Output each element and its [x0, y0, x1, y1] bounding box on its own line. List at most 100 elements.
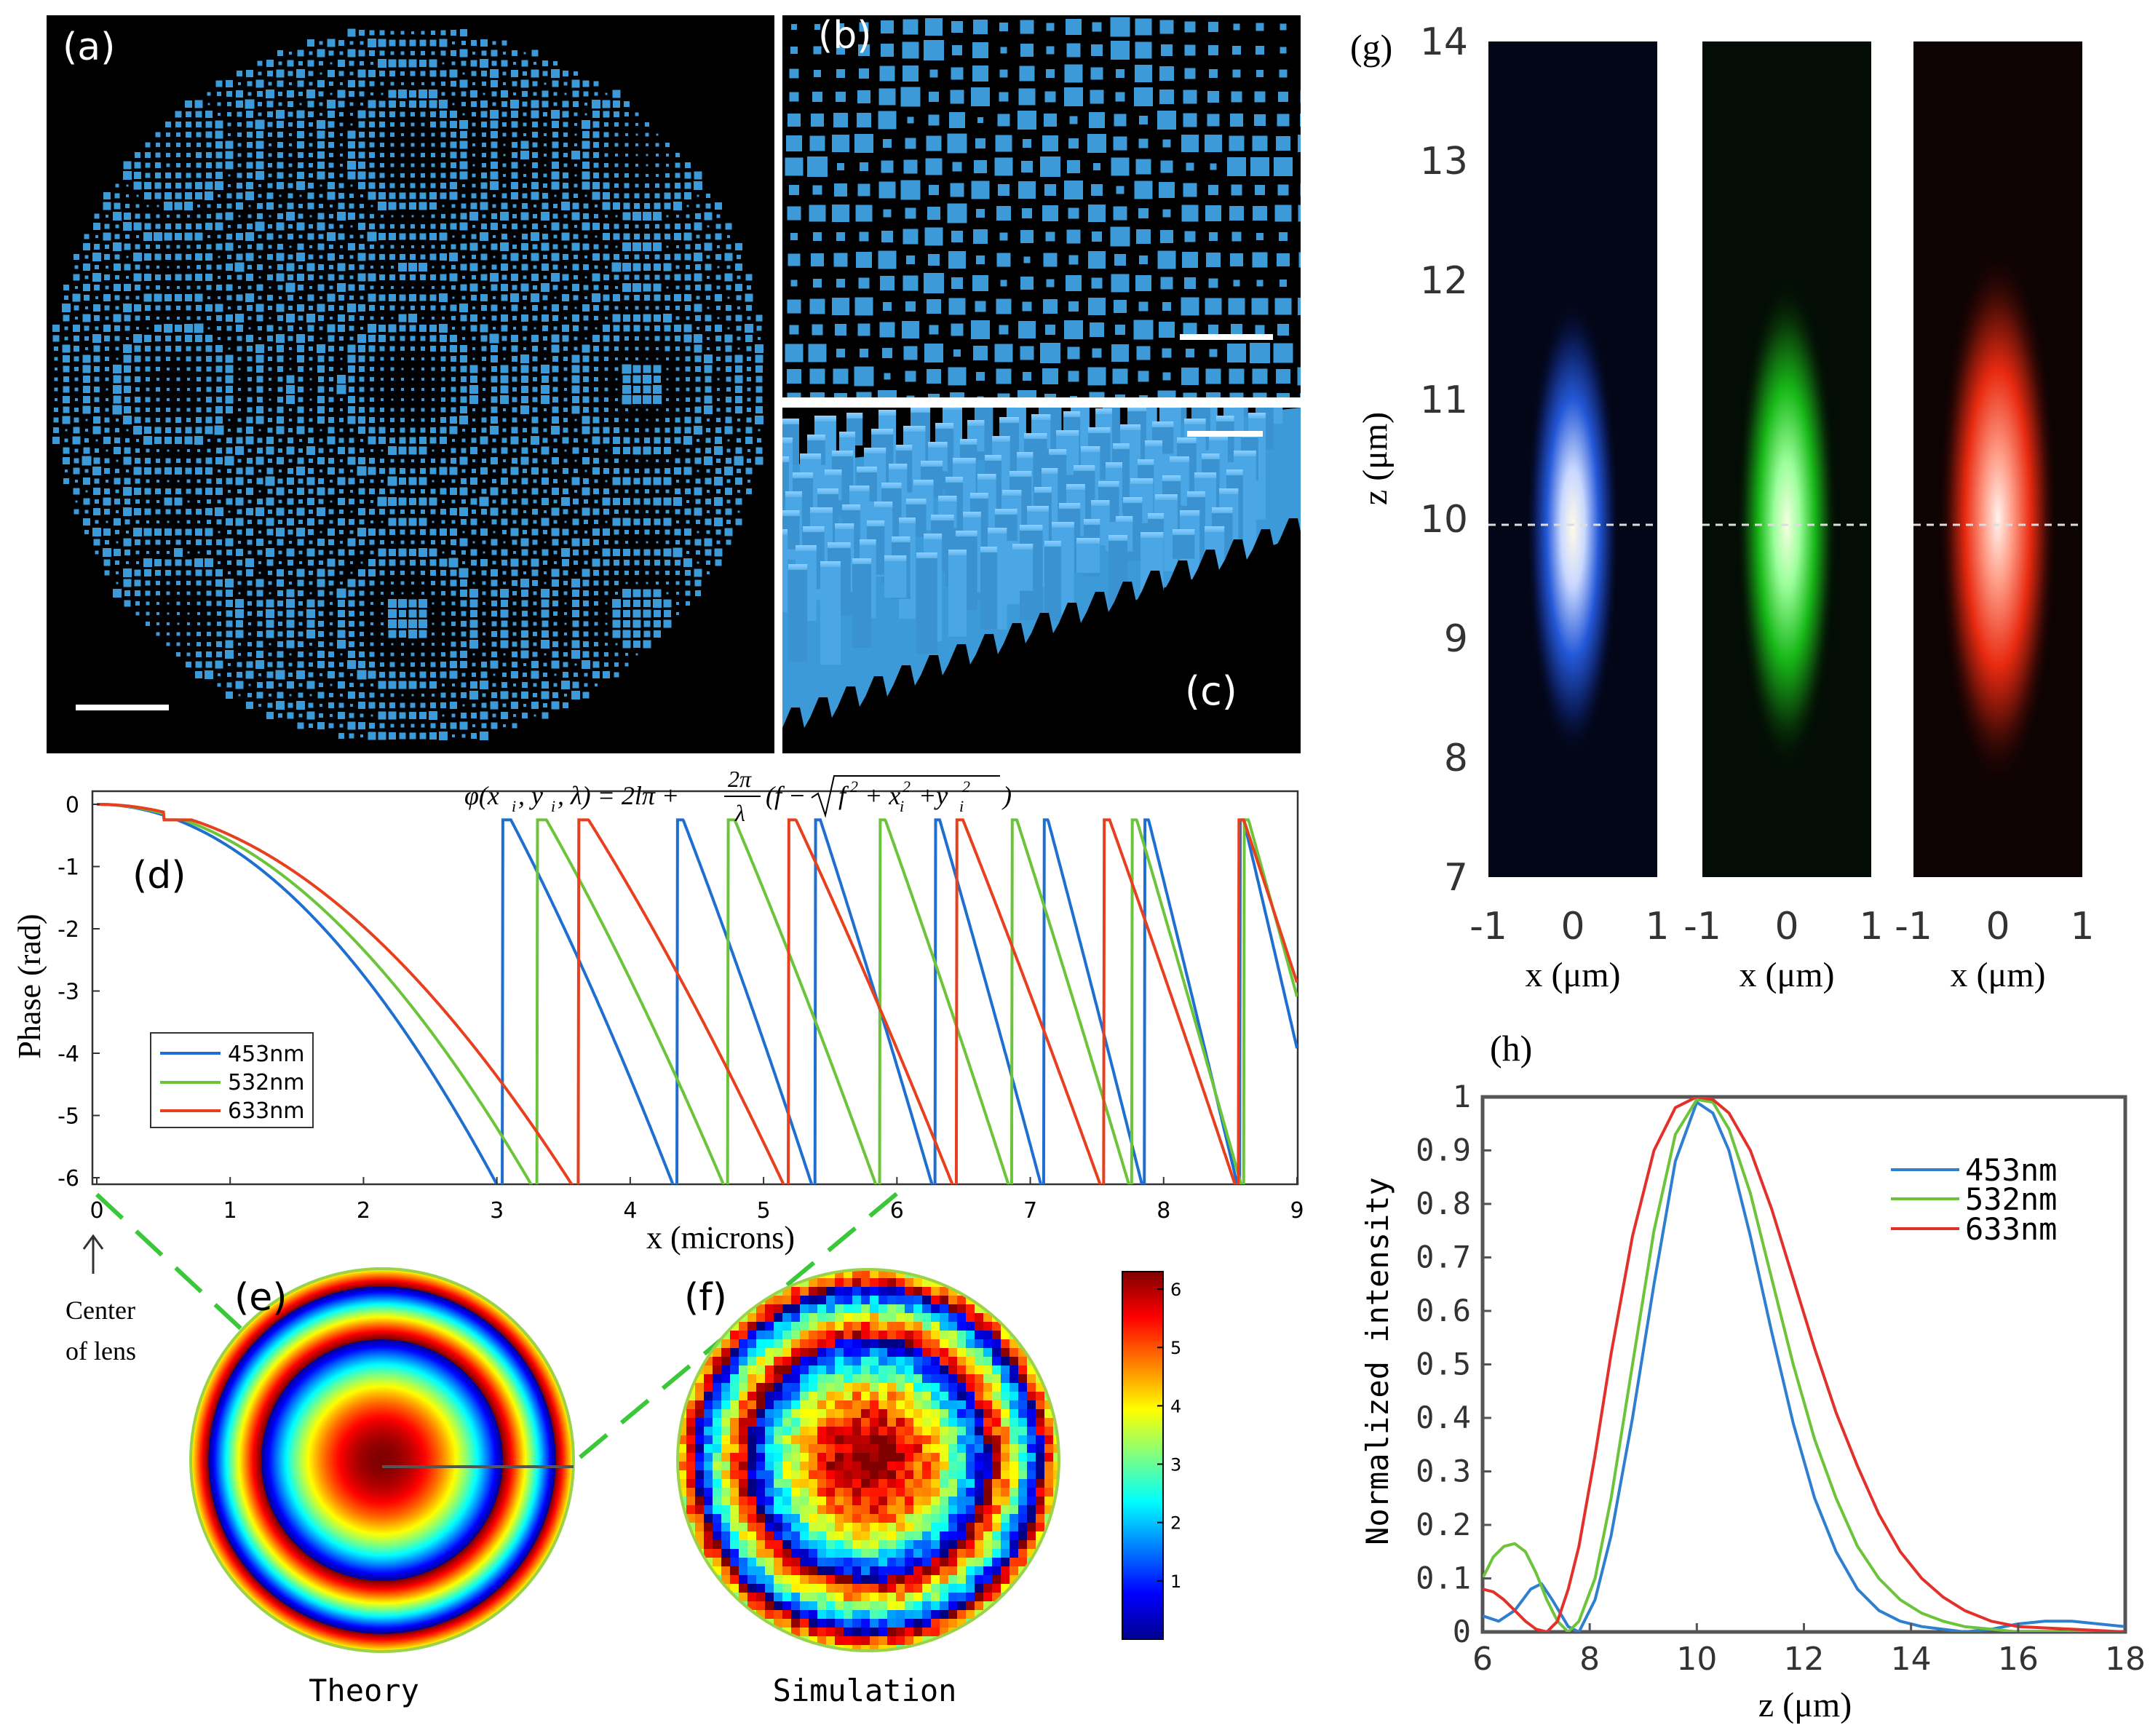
pillar-cell: [289, 408, 292, 411]
pillar-cell: [245, 191, 254, 200]
pillar-cell: [727, 327, 730, 330]
pillar-cell: [812, 92, 822, 102]
pillar-cell: [247, 601, 252, 606]
pillar-cell: [166, 357, 170, 361]
pillar-cell: [289, 419, 292, 421]
pillar-cell: [929, 185, 939, 195]
pillar-cell: [197, 601, 201, 606]
pillar-cell: [368, 559, 376, 566]
pillar-cell: [878, 250, 897, 269]
pillar-cell: [135, 285, 140, 290]
pillar-cell: [623, 202, 630, 210]
pillar-cell: [624, 510, 629, 514]
pillar-cell: [592, 528, 600, 536]
pillar-cell: [328, 702, 334, 708]
pillar-cell: [503, 541, 506, 544]
simulation-pixel: [931, 1322, 940, 1331]
pillar-cell: [83, 386, 90, 393]
pillar-cell: [522, 713, 528, 718]
pillar-cell: [646, 419, 648, 421]
pillar-cell: [572, 620, 579, 627]
pillar-cell: [257, 91, 263, 97]
pillar-cell: [421, 82, 424, 85]
pillar-cell: [582, 507, 590, 516]
pillar-cell: [450, 141, 457, 148]
pillar-cell: [320, 72, 322, 75]
pillar-cell: [604, 662, 608, 667]
simulation-pixel: [756, 1331, 765, 1339]
simulation-pixel: [861, 1304, 870, 1313]
pillar-cell: [75, 500, 78, 503]
pillar-cell: [286, 212, 295, 221]
pillar-cell: [654, 549, 661, 556]
pillar-cell: [646, 143, 648, 146]
pillar-cell: [582, 344, 590, 353]
pillar-cell: [83, 498, 90, 505]
pillar-cell: [317, 243, 325, 250]
pillar-cell: [685, 162, 691, 168]
pillar-cell: [440, 335, 447, 342]
pillar-cell: [186, 488, 191, 494]
simulation-pixel: [896, 1287, 905, 1296]
y-tick-label-d: -5: [57, 1104, 79, 1130]
simulation-pixel: [809, 1322, 817, 1331]
pillar-cell: [451, 458, 456, 464]
pillar-cell: [206, 478, 212, 484]
pillar-cell: [604, 632, 608, 636]
pillar-cell: [156, 367, 160, 371]
pillar-3d-top: [1223, 397, 1244, 403]
pillar-cell: [462, 429, 465, 432]
pillar-cell: [309, 224, 313, 229]
pillar-cell: [614, 571, 619, 575]
pillar-cell: [432, 643, 435, 646]
pillar-cell: [552, 162, 559, 169]
pillar-cell: [268, 173, 272, 178]
pillar-cell: [318, 315, 324, 321]
pillar-cell: [348, 376, 355, 383]
pillar-cell: [266, 233, 274, 240]
pillar-cell: [207, 235, 210, 238]
pillar-cell: [502, 703, 507, 708]
pillar-cell: [1280, 280, 1287, 287]
pillar-cell: [492, 499, 496, 504]
pillar-cell: [951, 323, 964, 336]
pillar-cell: [206, 162, 212, 168]
pillar-cell: [297, 661, 304, 668]
pillar-3d-top: [1084, 519, 1100, 525]
pillar-cell: [349, 41, 354, 45]
pillar-cell: [205, 181, 213, 190]
pillar-cell: [135, 387, 140, 392]
pillar-cell: [459, 120, 468, 129]
pillar-cell: [654, 518, 661, 526]
pillar-cell: [450, 702, 457, 709]
pillar-cell: [521, 518, 528, 526]
pillar-cell: [317, 120, 325, 129]
pillar-cell: [197, 500, 200, 503]
pillar-cell: [491, 416, 498, 424]
pillar-cell: [176, 632, 181, 636]
pillar-cell: [971, 87, 990, 106]
pillar-cell: [104, 570, 110, 576]
pillar-cell: [1183, 183, 1197, 197]
pillar-cell: [411, 245, 414, 248]
pillar-cell: [1044, 91, 1056, 103]
pillar-cell: [226, 620, 233, 627]
pillar-cell: [451, 601, 456, 606]
pillar-cell: [177, 398, 180, 401]
pillar-cell: [543, 560, 547, 565]
pillar-cell: [370, 500, 373, 503]
pillar-cell: [307, 192, 314, 199]
pillar-cell: [675, 540, 680, 544]
pillar-cell: [675, 571, 680, 575]
pillar-cell: [167, 633, 170, 635]
pillar-cell: [196, 509, 202, 515]
pillar-cell: [287, 529, 293, 535]
pillar-cell: [297, 121, 304, 128]
pillar-cell: [247, 305, 253, 311]
pillar-cell: [360, 439, 363, 442]
pillar-cell: [134, 345, 141, 352]
pillar-cell: [1133, 320, 1154, 340]
pillar-cell: [512, 316, 517, 320]
pillar-cell: [683, 232, 692, 241]
pillar-cell: [531, 191, 539, 200]
